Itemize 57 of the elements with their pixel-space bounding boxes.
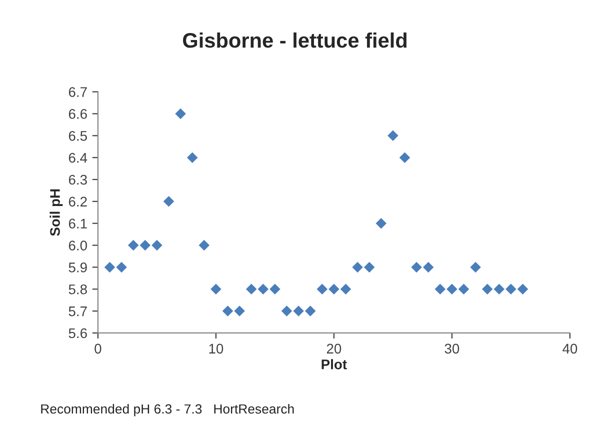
y-tick-label: 6.5 (68, 130, 87, 141)
point (175, 108, 186, 120)
point (293, 306, 304, 316)
point (422, 262, 434, 273)
y-tick-label: 6.4 (68, 152, 88, 163)
point (446, 284, 458, 295)
point (140, 240, 151, 251)
point (258, 284, 269, 295)
point (494, 284, 505, 295)
point (434, 284, 446, 295)
x-tick-label: 40 (562, 344, 578, 354)
point (281, 306, 292, 316)
y-tick-label: 6.1 (68, 218, 87, 229)
point (152, 240, 162, 251)
point (517, 284, 528, 295)
y-tick-label: 5.7 (68, 306, 87, 316)
x-tick-label: 30 (444, 344, 460, 354)
point (399, 152, 410, 163)
point (234, 306, 245, 316)
y-tick-label: 5.9 (68, 262, 87, 272)
x-tick-label: 10 (209, 344, 224, 354)
point (246, 284, 257, 295)
point (222, 306, 234, 316)
point (364, 262, 375, 273)
point (411, 262, 422, 273)
y-tick-label: 6.0 (68, 240, 87, 250)
point (316, 284, 328, 295)
x-tick-label: 0 (94, 344, 102, 354)
point (128, 240, 139, 251)
point (482, 284, 493, 295)
y-tick-label: 6.3 (68, 174, 87, 185)
x-axis-title: Plot (322, 359, 347, 370)
point (116, 262, 127, 273)
point (186, 152, 198, 163)
x-tick-label: 20 (326, 344, 342, 354)
point (104, 262, 116, 273)
point (198, 240, 210, 251)
point (388, 130, 398, 142)
y-tick-label: 5.6 (68, 328, 87, 338)
point (163, 196, 174, 207)
point (352, 262, 363, 273)
point (270, 284, 280, 295)
y-axis-title: Soil pH (50, 189, 63, 236)
y-tick-label: 6.6 (68, 109, 87, 119)
y-tick-label: 5.8 (68, 284, 87, 294)
point (210, 284, 222, 295)
point (340, 284, 352, 295)
point (328, 284, 340, 295)
point (506, 284, 516, 295)
text: Recommended pH 6.3 - 7.3 HortResearch (41, 404, 294, 416)
point (376, 218, 387, 229)
y-tick-label: 6.7 (68, 87, 87, 97)
chart-title: Gisborne - lettuce field (183, 32, 406, 48)
point (470, 262, 481, 273)
point (304, 306, 316, 316)
y-tick-label: 6.2 (68, 196, 87, 207)
point (458, 284, 470, 295)
